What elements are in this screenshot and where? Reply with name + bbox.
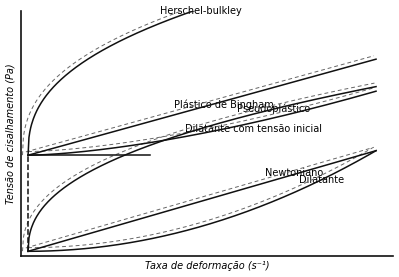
Text: Newtoniano: Newtoniano <box>265 168 323 178</box>
X-axis label: Taxa de deformação (s⁻¹): Taxa de deformação (s⁻¹) <box>145 261 270 271</box>
Text: Herschel-bulkley: Herschel-bulkley <box>160 6 242 16</box>
Text: Dilatante: Dilatante <box>300 175 345 185</box>
Text: Plástico de Bingham: Plástico de Bingham <box>174 100 274 110</box>
Text: Dilatante com tensão inicial: Dilatante com tensão inicial <box>185 124 322 134</box>
Y-axis label: Tensão de cisalhamento (Pa): Tensão de cisalhamento (Pa) <box>6 63 16 204</box>
Text: Pseudoplástico: Pseudoplástico <box>237 103 310 114</box>
